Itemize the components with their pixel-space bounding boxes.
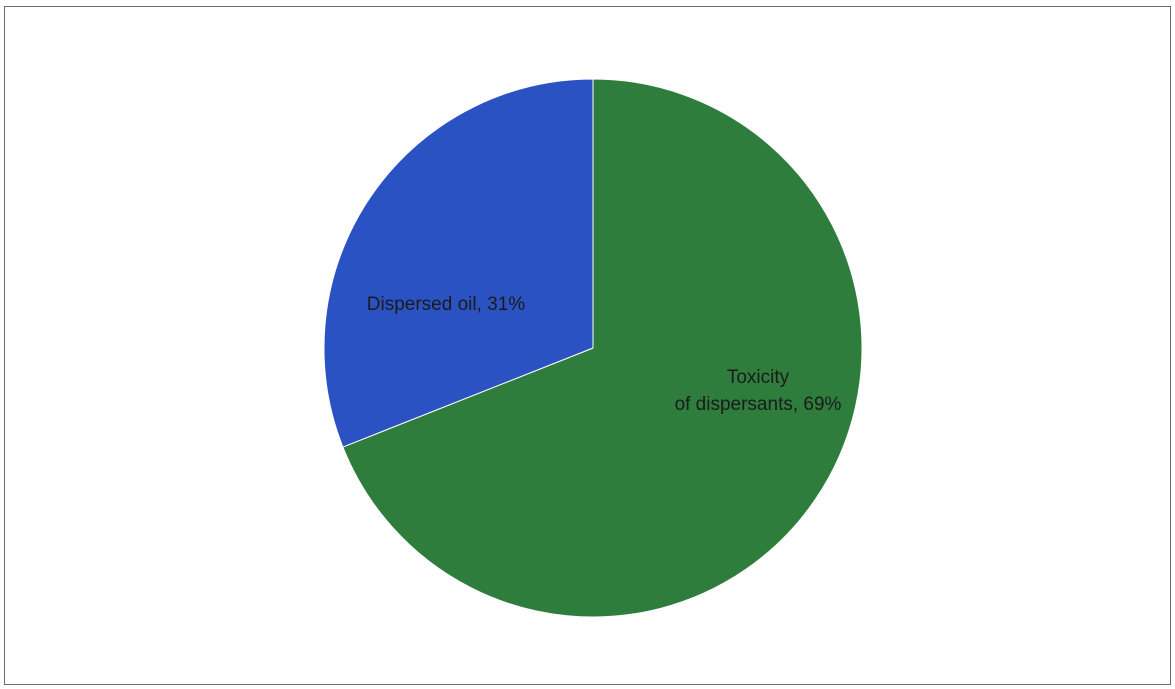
pie-slices	[323, 78, 863, 618]
data-label-toxicity-of-dispersants: Toxicity of dispersants, 69%	[675, 367, 842, 415]
pie-slice-toxicity-of-dispersants	[342, 78, 863, 618]
data-label-dispersed-oil: Dispersed oil, 31%	[367, 294, 526, 315]
pie-labels: Toxicity of dispersants, 69% Dispersed oil…	[367, 294, 842, 415]
pie-slice-dispersed-oil	[323, 78, 594, 448]
